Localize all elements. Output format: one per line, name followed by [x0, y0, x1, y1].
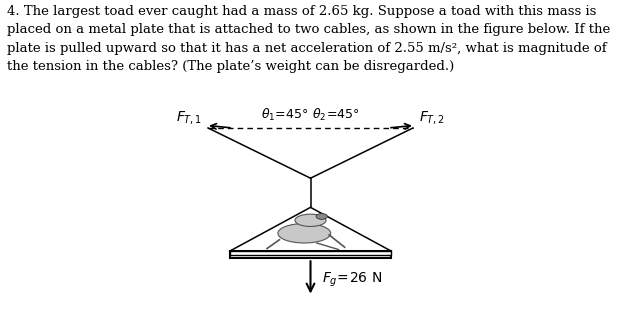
Text: $\theta_1\!=\!45°\ \theta_2\!=\!45°$: $\theta_1\!=\!45°\ \theta_2\!=\!45°$ [261, 107, 360, 123]
Text: 4. The largest toad ever caught had a mass of 2.65 kg. Suppose a toad with this : 4. The largest toad ever caught had a ma… [7, 5, 610, 73]
Ellipse shape [295, 214, 326, 226]
Ellipse shape [278, 224, 330, 243]
Text: $F_g\!=\!26\ \mathrm{N}$: $F_g\!=\!26\ \mathrm{N}$ [322, 271, 382, 289]
Text: $F_{T,1}$: $F_{T,1}$ [176, 110, 202, 126]
Bar [230, 251, 391, 255]
Bar [230, 251, 391, 258]
Text: $F_{T,2}$: $F_{T,2}$ [419, 110, 445, 126]
Circle shape [316, 214, 327, 219]
